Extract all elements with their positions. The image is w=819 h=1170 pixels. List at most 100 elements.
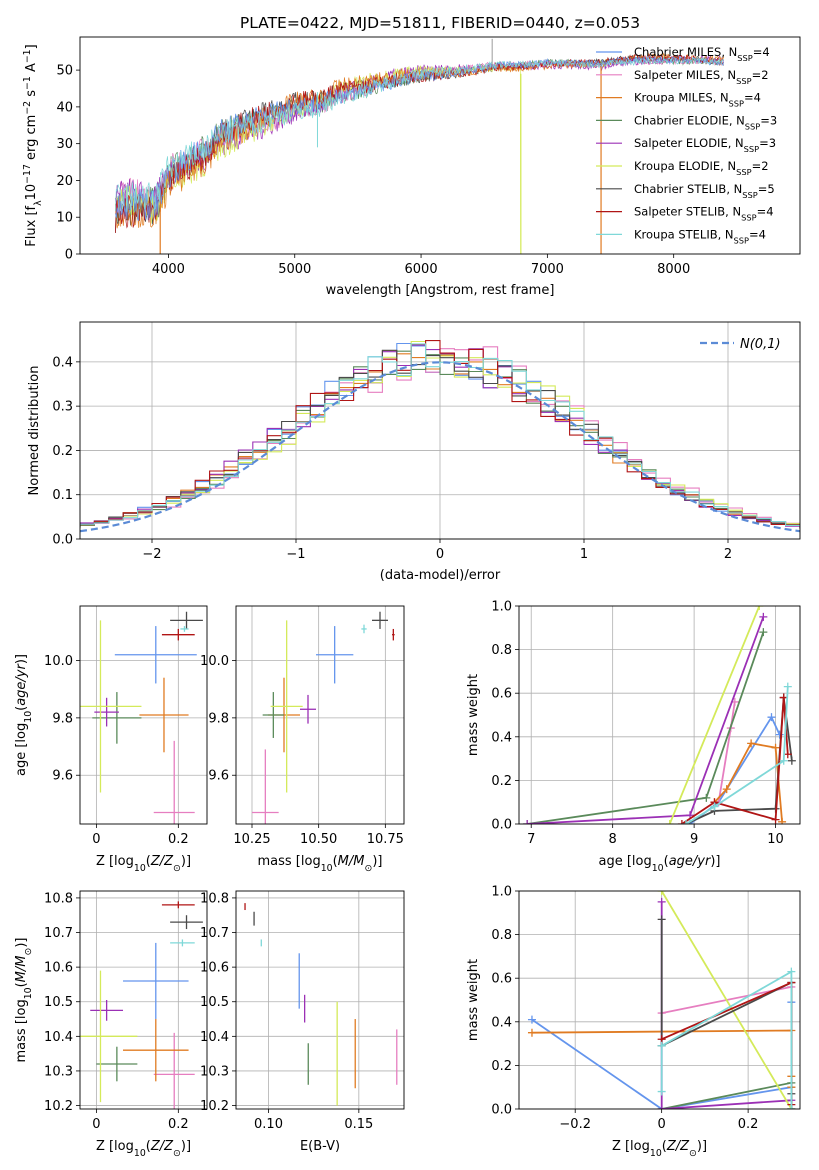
plot-area-age_vs_mass <box>252 611 395 824</box>
x-tick-label: 0.2 <box>168 832 189 847</box>
legend-label-6: Chabrier STELIB, NSSP=5 <box>634 182 775 200</box>
weight-marker <box>665 820 674 824</box>
errorbar-point-series-3 <box>92 692 142 744</box>
x-tick-label: 0.2 <box>168 1117 189 1132</box>
grid-age_vs_mass <box>236 606 404 824</box>
errorbar-point-series-3 <box>96 1046 138 1082</box>
weight-marker <box>779 756 788 765</box>
legend-label-0: Chabrier MILES, NSSP=4 <box>634 45 770 63</box>
x-tick-label: 10.25 <box>233 832 270 847</box>
y-tick-label: 0.0 <box>491 1103 512 1118</box>
errorbar-point-series-4 <box>90 1000 124 1021</box>
y-tick-label: 1.0 <box>491 885 512 900</box>
x-tick-label: 0 <box>658 1117 666 1132</box>
errorbar-point-series-7 <box>161 901 195 909</box>
errorbar-point-series-7 <box>161 628 195 641</box>
weight-marker <box>771 815 780 824</box>
y-tick-label: 10.2 <box>44 1099 73 1114</box>
x-tick-label: −1 <box>286 547 305 562</box>
panel-age_vs_Z: 0 0.2 9.6 9.8 10.0 Z [log10(Z/Z⊙)] age [log10(… <box>14 605 208 874</box>
x-axis-label: age [log10(age/yr)] <box>598 854 720 874</box>
errorbar-point-series-1 <box>153 1032 195 1109</box>
x-tick-label: 7 <box>527 832 535 847</box>
grid-mass_vs_Z <box>80 891 207 1109</box>
y-tick-label: 10.7 <box>200 926 229 941</box>
weight-marker <box>722 785 731 794</box>
y-axis-label: age [log10(age/yr)] <box>14 654 34 776</box>
weight-marker <box>783 682 792 691</box>
y-tick-label: 0.3 <box>52 400 73 415</box>
errorbar-point-series-6 <box>170 915 203 930</box>
panel-mass_vs_Z: 0 0.2 10.2 10.3 10.4 10.5 10.6 10.7 10.8 Z [log10… <box>14 890 208 1159</box>
weight-marker <box>778 817 787 824</box>
y-axis-label: mass weight <box>466 959 481 1041</box>
y-axis-label: Normed distribution <box>27 366 42 496</box>
panel-mass_vs_ebv: 0.10 0.15 10.2 10.3 10.4 10.5 10.6 10.7 10.8 E(B-… <box>200 890 405 1154</box>
y-tick-label: 0.2 <box>52 444 73 459</box>
panel-weight_vs_Z: −0.2 0 0.2 0.0 0.2 0.4 0.6 0.8 1.0 Z [log10(Z/Z⊙)… <box>466 885 801 1159</box>
panel-spectrum: 4000 5000 6000 7000 8000 0 10 20 30 40 50 wavelengt… <box>22 36 801 298</box>
plot-area-spectrum <box>115 38 725 254</box>
x-tick-label: −2 <box>142 547 161 562</box>
y-tick-label: 10.0 <box>44 654 73 669</box>
errorbar-point-series-6 <box>372 611 388 629</box>
y-tick-label: 0.6 <box>491 972 512 987</box>
errorbar-point-series-5 <box>80 620 142 793</box>
weight-line-series-6 <box>660 919 793 1109</box>
errorbar-point-series-8 <box>361 624 367 634</box>
y-tick-label: 10.6 <box>200 961 229 976</box>
weight-marker <box>657 1087 666 1096</box>
y-tick-label: 0.4 <box>491 1015 512 1030</box>
y-tick-label: 0.6 <box>491 687 512 702</box>
weight-marker <box>710 802 719 811</box>
x-tick-label: 10.75 <box>367 832 404 847</box>
x-tick-label: 0 <box>92 832 100 847</box>
x-tick-label: 7000 <box>531 262 564 277</box>
y-tick-label: 10.8 <box>44 891 73 906</box>
y-tick-label: 10.3 <box>44 1064 73 1079</box>
weight-line-series-5 <box>668 606 761 824</box>
spectrum-line-series-5 <box>115 63 522 254</box>
y-tick-label: 0.0 <box>491 818 512 833</box>
y-tick-label: 10.8 <box>200 891 229 906</box>
axes-frame <box>79 890 208 1110</box>
x-tick-label: 8000 <box>657 262 690 277</box>
axes-frame <box>79 605 208 825</box>
x-axis-label: Z [log10(Z/Z⊙)] <box>612 1139 707 1159</box>
weight-marker <box>527 1028 536 1037</box>
plot-area-weight_vs_Z <box>527 891 796 1109</box>
y-tick-label: 10.7 <box>44 926 73 941</box>
x-tick-label: 0.10 <box>254 1117 283 1132</box>
normal-reference-curve <box>80 361 800 533</box>
x-tick-label: 2 <box>724 547 732 562</box>
panel-age_vs_mass: 10.25 10.50 10.75 9.6 9.8 10.0 mass [log10(M/M… <box>200 605 405 874</box>
weight-marker <box>787 756 796 765</box>
grid-weight_vs_age <box>519 605 800 825</box>
weight-marker <box>657 915 666 924</box>
panels-group: 4000 5000 6000 7000 800001020304050wavelengt… <box>14 36 801 1159</box>
y-tick-label: 0.2 <box>491 774 512 789</box>
weight-marker <box>681 820 690 824</box>
grid-mass_vs_ebv <box>236 891 404 1109</box>
y-tick-label: 0.4 <box>52 355 73 370</box>
y-tick-label: 0.1 <box>52 488 73 503</box>
axes-frame <box>235 890 405 1110</box>
weight-marker <box>775 730 784 739</box>
plot-area-mass_vs_ebv <box>244 903 398 1106</box>
panel-residual_histogram: −2 −1 0 1 2 0.0 0.1 0.2 0.3 0.4 (data-model)/error… <box>27 321 801 583</box>
weight-marker <box>767 713 776 722</box>
legend: Chabrier MILES, NSSP=4 Salpeter MILES, NS… <box>596 45 777 245</box>
axes-frame <box>79 321 801 540</box>
errorbar-point-series-1 <box>153 740 195 824</box>
plot-area-mass_vs_Z <box>80 901 203 1109</box>
y-tick-label: 9.6 <box>208 769 229 784</box>
y-tick-label: 10.5 <box>44 995 73 1010</box>
grid-weight_vs_Z <box>519 890 800 1110</box>
x-axis-label: Z [log10(Z/Z⊙)] <box>96 854 191 874</box>
x-tick-label: 0 <box>436 547 444 562</box>
errorbar-point-series-2 <box>139 677 189 753</box>
axes-frame <box>79 36 801 255</box>
x-axis-label: Z [log10(Z/Z⊙)] <box>96 1139 191 1159</box>
x-tick-label: 8 <box>609 832 617 847</box>
errorbar-point-series-0 <box>316 626 354 684</box>
